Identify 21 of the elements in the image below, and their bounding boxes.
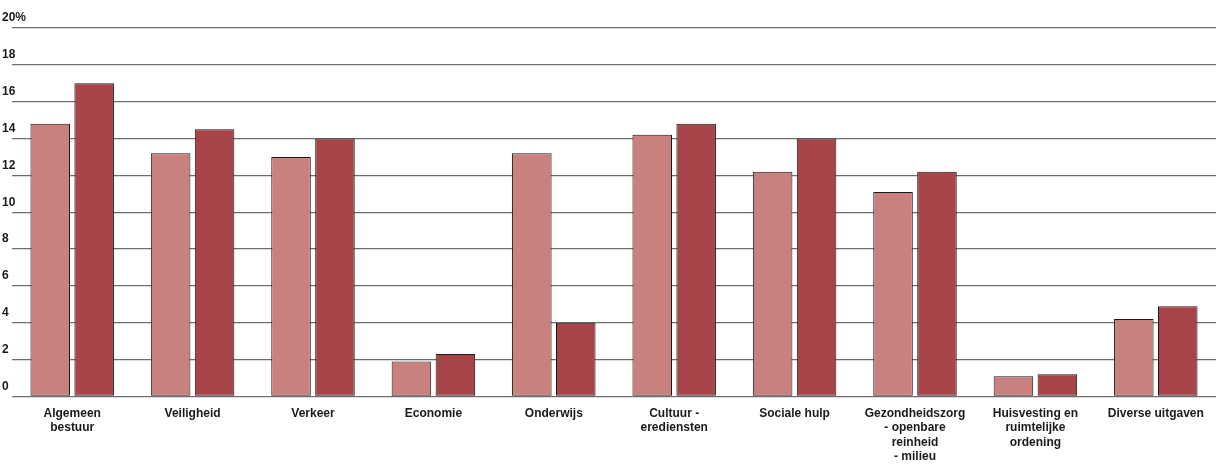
x-tick-label: Huisvesting en ruimtelijke ordening — [992, 405, 1079, 449]
x-tick-label: Onderwijs — [524, 405, 584, 420]
y-tick-label: 16 — [2, 83, 16, 98]
x-tick-label: Economie — [404, 405, 463, 420]
y-tick-label: 14 — [2, 120, 16, 135]
x-tick-label: Diverse uitgaven — [1107, 405, 1204, 420]
x-tick-label: Cultuur - erediensten — [640, 405, 708, 435]
x-tick-label: Sociale hulp — [759, 405, 830, 420]
x-tick-label: Gezondheidszorg - openbare reinheid - milieu — [864, 405, 966, 464]
y-tick-label: 4 — [2, 305, 9, 320]
y-tick-label: 0 — [2, 378, 9, 393]
y-tick-label: 18 — [2, 47, 16, 62]
y-tick-label: 2 — [2, 341, 9, 356]
y-tick-label: 20% — [2, 10, 27, 25]
x-tick-label: Veiligheid — [164, 405, 221, 420]
y-tick-label: 12 — [2, 157, 16, 172]
x-tick-label: Verkeer — [291, 405, 336, 420]
y-tick-label: 10 — [2, 194, 16, 209]
y-tick-label: 6 — [2, 268, 9, 283]
x-tick-label: Algemeen bestuur — [43, 405, 101, 435]
y-tick-label: 8 — [2, 231, 9, 246]
